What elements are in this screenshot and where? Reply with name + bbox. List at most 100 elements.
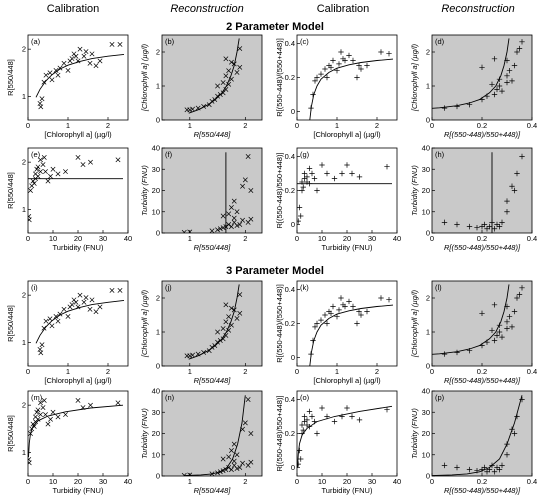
data-point [228, 305, 234, 311]
panel-n-fit-line [184, 395, 246, 476]
panel-h: (h) 0 0.2 0.4 0 10 20 30 40 R[(550-448)/550+448)]… [410, 144, 537, 253]
data-point [441, 105, 448, 111]
panel-a-frame [27, 34, 129, 121]
y-tick-label: 10 [422, 450, 430, 459]
data-point [226, 327, 232, 333]
y-tick-label: 1 [22, 92, 26, 101]
x-tick-label: 0 [430, 121, 434, 130]
data-point [504, 73, 510, 79]
data-point [306, 424, 313, 430]
data-point [28, 460, 32, 466]
data-point [45, 178, 51, 184]
y-tick-label: 2 [426, 294, 430, 303]
data-point [195, 105, 201, 111]
data-point [77, 292, 83, 298]
panel-j-ylabel: [Chlorophyll a] (µg/l) [140, 289, 149, 358]
x-tick-label: 30 [99, 477, 107, 486]
data-point [330, 303, 336, 310]
panel-k-ylabel: R[(550-448)/(550+448)] [275, 284, 284, 363]
header-reconstruction-2: Reconstruction [441, 3, 514, 15]
data-point [220, 90, 226, 96]
panel-e: (e) 0 10 20 30 40 1 2 Turbidity (FNU) R[550/448] [6, 147, 132, 252]
data-point [190, 106, 196, 112]
data-point [358, 312, 364, 318]
data-point [73, 53, 79, 59]
y-tick-label: 2 [22, 158, 26, 167]
panel-g-frame [296, 147, 398, 234]
data-point [217, 92, 223, 97]
data-point [494, 86, 500, 93]
data-point [34, 166, 40, 172]
data-point [45, 421, 51, 427]
panel-a-xlabel: [Chlorophyll a] (µg/l) [44, 130, 112, 139]
x-tick-label: 0.2 [477, 234, 487, 243]
data-point [306, 165, 313, 172]
data-point [31, 180, 37, 186]
data-point [479, 64, 485, 70]
panel-k-frame [296, 280, 398, 367]
data-point [297, 204, 303, 211]
data-point [63, 169, 68, 175]
data-point [97, 304, 103, 310]
data-point [40, 405, 46, 410]
panel-o: (o) 0 10 20 30 40 0 0.2 0.4 Turbidity (FNU) R[(550… [275, 390, 401, 495]
data-point [234, 315, 240, 321]
panel-b-xlabel: R[550/448] [194, 130, 232, 139]
y-tick-label: 0.2 [285, 73, 295, 82]
panel-j-label: (j) [165, 283, 172, 292]
x-tick-label: 0 [295, 367, 299, 376]
x-tick-label: 0.2 [477, 121, 487, 130]
panel-h-xlabel: R[(550-448)/550+448)] [444, 243, 521, 252]
x-tick-label: 40 [393, 477, 401, 486]
panel-l-fit-line [432, 284, 510, 355]
data-point [342, 57, 348, 64]
data-point [499, 462, 505, 469]
data-point [181, 472, 187, 476]
data-point [231, 198, 237, 204]
x-tick-label: 0 [430, 477, 434, 486]
y-tick-label: 1 [156, 82, 160, 91]
data-point [384, 407, 390, 413]
data-point [314, 187, 320, 194]
x-tick-label: 0 [26, 367, 30, 376]
data-point [240, 426, 246, 432]
data-point [117, 287, 123, 293]
data-point [356, 174, 363, 180]
data-point [356, 62, 362, 69]
y-tick-label: 0 [156, 472, 160, 481]
data-point [299, 187, 305, 194]
data-point [300, 427, 306, 433]
panel-i-fit-line [35, 299, 125, 344]
data-point [220, 80, 226, 86]
data-point [504, 57, 510, 64]
data-point [81, 53, 87, 59]
data-point [248, 459, 254, 465]
data-point [28, 217, 32, 223]
data-point [220, 326, 226, 332]
x-tick-label: 0.4 [527, 234, 537, 243]
data-point [479, 342, 485, 349]
x-tick-label: 0.2 [477, 477, 487, 486]
y-tick-label: 1 [22, 338, 26, 347]
data-point [322, 312, 328, 318]
panel-g-ylabel: R[(550-448)/550+448)] [275, 152, 284, 228]
data-point [314, 430, 320, 437]
data-point [350, 57, 356, 64]
y-tick-label: 40 [152, 144, 160, 153]
x-tick-label: 2 [243, 121, 247, 130]
data-point [441, 462, 448, 469]
panel-d-xlabel: R[(550-448)/550+448)] [444, 130, 521, 139]
x-tick-label: 2 [106, 367, 110, 376]
x-tick-label: 10 [318, 477, 326, 486]
data-point [481, 464, 488, 471]
data-point [226, 222, 232, 227]
panel-l-frame [431, 280, 533, 367]
section-title-3-parameter: 3 Parameter Model [226, 265, 324, 277]
data-point [215, 227, 221, 233]
data-point [226, 68, 232, 74]
data-point [299, 179, 305, 185]
data-point [65, 67, 71, 73]
x-tick-label: 0 [430, 367, 434, 376]
data-point [61, 60, 67, 66]
x-tick-label: 1 [188, 477, 192, 486]
